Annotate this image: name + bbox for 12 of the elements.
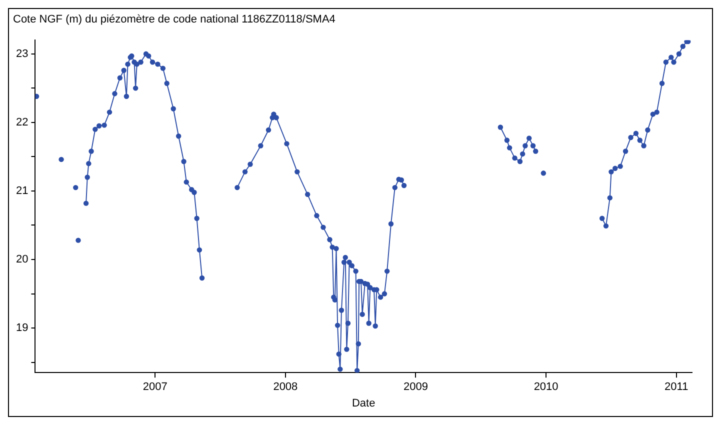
- y-tick-label: 19: [16, 322, 28, 334]
- x-tick-label: 2011: [664, 381, 688, 394]
- y-tick-label: 22: [16, 116, 28, 128]
- y-tick-label: 23: [16, 48, 28, 60]
- chart-title: Cote NGF (m) du piézomètre de code national 1186ZZ0118/SMA4: [13, 14, 336, 26]
- x-tick-label: 2010: [534, 381, 558, 394]
- y-tick-label: 21: [16, 185, 28, 198]
- y-tick-label: 20: [16, 254, 28, 266]
- x-tick-label: 2008: [273, 381, 298, 394]
- x-tick-label: 2007: [142, 381, 168, 394]
- x-tick-label: 2009: [404, 381, 428, 394]
- x-axis-title: Date: [352, 397, 376, 410]
